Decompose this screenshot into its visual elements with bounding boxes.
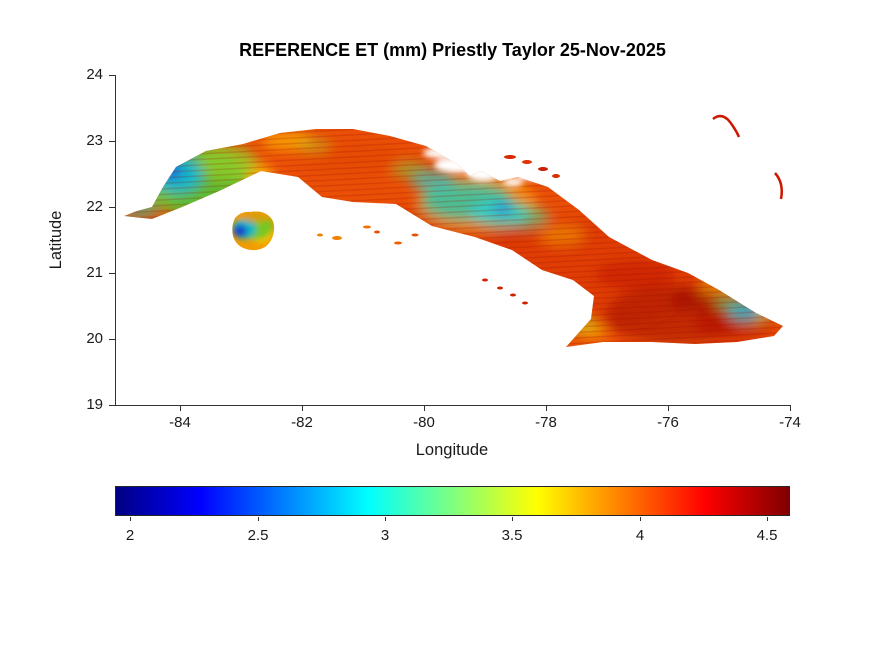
- x-axis-label: Longitude: [415, 441, 489, 459]
- y-tick: [109, 141, 115, 142]
- x-tick: [790, 406, 791, 411]
- cays-and-islets: [317, 114, 783, 305]
- colorbar-gradient: [115, 486, 790, 516]
- plot-area: [115, 75, 790, 405]
- colorbar-tick: [258, 517, 259, 521]
- colorbar-tick: [130, 517, 131, 521]
- x-tick: [180, 406, 181, 411]
- x-tick: [668, 406, 669, 411]
- colorbar-tick: [512, 517, 513, 521]
- colorbar-tick-label: 4.5: [756, 527, 778, 544]
- x-tick-label: -82: [291, 414, 313, 431]
- y-tick: [109, 75, 115, 76]
- x-tick-label: -76: [657, 414, 679, 431]
- x-tick: [546, 406, 547, 411]
- colorbar-tick-label: 2: [125, 527, 135, 544]
- y-tick: [109, 207, 115, 208]
- y-tick-label: 22: [86, 198, 103, 215]
- y-tick-label: 23: [86, 132, 103, 149]
- figure-title: REFERENCE ET (mm) Priestly Taylor 25-Nov…: [239, 40, 666, 60]
- y-tick: [109, 405, 115, 406]
- x-tick: [302, 406, 303, 411]
- colorbar-tick: [385, 517, 386, 521]
- colorbar-tick: [640, 517, 641, 521]
- colorbar-tick-label: 3.5: [501, 527, 523, 544]
- colorbar-tick-label: 2.5: [247, 527, 269, 544]
- colorbar-tick-label: 3: [380, 527, 390, 544]
- y-axis-line: [115, 75, 116, 406]
- x-tick-label: -78: [535, 414, 557, 431]
- y-tick-label: 21: [86, 264, 103, 281]
- colorbar-tick: [767, 517, 768, 521]
- et-heatmap-svg: [124, 114, 783, 347]
- y-tick-label: 24: [86, 66, 103, 83]
- x-axis-line: [115, 405, 791, 406]
- x-tick-label: -80: [413, 414, 435, 431]
- y-tick: [109, 273, 115, 274]
- y-tick-label: 20: [86, 330, 103, 347]
- isla-color-patches: [232, 211, 273, 243]
- x-tick-label: -74: [779, 414, 801, 431]
- colorbar-tick-label: 4: [635, 527, 645, 544]
- y-axis-label: Latitude: [47, 210, 65, 270]
- x-tick: [424, 406, 425, 411]
- x-tick-label: -84: [169, 414, 191, 431]
- y-tick: [109, 339, 115, 340]
- et-color-patches: [124, 129, 783, 347]
- y-tick-label: 19: [86, 396, 103, 413]
- swath-stripes-overlay: [124, 129, 783, 347]
